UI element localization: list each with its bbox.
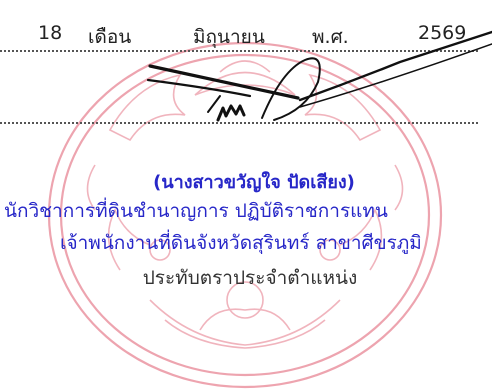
date-year: 2569 <box>418 22 467 44</box>
date-era-label: พ.ศ. <box>312 26 349 48</box>
stamp-caption: ประทับตราประจำตำแหน่ง <box>142 267 358 289</box>
signer-position-line2: เจ้าพนักงานที่ดินจังหวัดสุรินทร์ สาขาศีข… <box>60 232 422 254</box>
signature-dotted-line <box>0 122 478 124</box>
signer-position-line1: นักวิชาการที่ดินชำนาญการ ปฏิบัติราชการแท… <box>4 200 388 222</box>
date-month: มิถุนายน <box>193 26 265 48</box>
date-line: 18 เดือน มิถุนายน พ.ศ. 2569 <box>0 22 492 52</box>
date-month-label: เดือน <box>88 26 132 48</box>
date-dotted-line <box>0 50 478 52</box>
signer-name: (นางสาวขวัญใจ ปัดเสียง) <box>153 172 355 193</box>
date-day: 18 <box>38 22 63 44</box>
